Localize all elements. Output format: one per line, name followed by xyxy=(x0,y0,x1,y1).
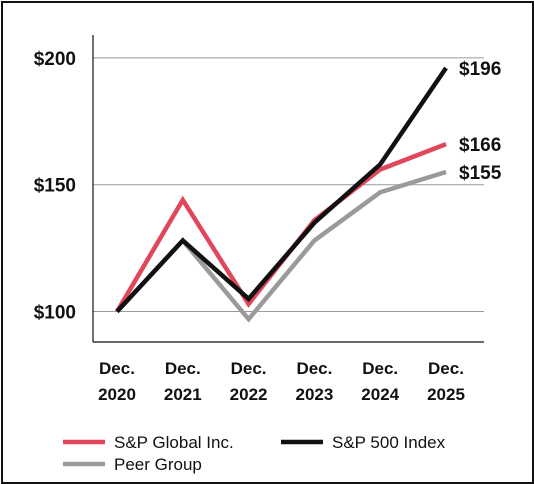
axes xyxy=(92,35,484,343)
x-tick-label-line: 2022 xyxy=(230,385,268,404)
x-tick-label-3: Dec. 2023 xyxy=(295,359,333,404)
x-tick-label-line: 2025 xyxy=(427,385,465,404)
end-value-label-1: $196 xyxy=(459,59,501,80)
series-line-0 xyxy=(115,141,447,313)
y-tick-label-100: $100 xyxy=(34,303,76,324)
x-tick-label-line: Dec. xyxy=(165,359,201,378)
x-tick-label-line: 2024 xyxy=(361,385,399,404)
end-value-label-0: $166 xyxy=(459,135,501,156)
x-tick-label-line: Dec. xyxy=(428,359,464,378)
y-tick-label-150: $150 xyxy=(34,176,76,197)
x-tick-label-line: 2020 xyxy=(98,385,136,404)
x-tick-label-line: Dec. xyxy=(296,359,332,378)
x-tick-label-line: Dec. xyxy=(99,359,135,378)
series-lines xyxy=(115,66,448,323)
y-tick-label-200: $200 xyxy=(34,49,76,70)
x-tick-label-4: Dec. 2024 xyxy=(361,359,399,404)
x-tick-label-line: 2021 xyxy=(164,385,202,404)
series-line-1 xyxy=(115,66,448,314)
x-tick-label-1: Dec. 2021 xyxy=(164,359,202,404)
x-tick-label-2: Dec. 2022 xyxy=(230,359,268,404)
x-tick-label-line: Dec. xyxy=(362,359,398,378)
series-line-2 xyxy=(115,169,447,323)
legend-label-0: S&P Global Inc. xyxy=(114,433,234,452)
legend: S&P Global Inc. S&P 500 Index Peer Group xyxy=(63,433,446,474)
legend-label-1: S&P 500 Index xyxy=(332,433,446,452)
gridlines xyxy=(93,57,484,313)
x-tick-label-line: 2023 xyxy=(295,385,333,404)
legend-label-2: Peer Group xyxy=(114,455,202,474)
x-tick-label-line: Dec. xyxy=(231,359,267,378)
end-value-label-2: $155 xyxy=(459,163,502,184)
x-tick-label-5: Dec. 2025 xyxy=(427,359,465,404)
x-tick-label-0: Dec. 2020 xyxy=(98,359,136,404)
